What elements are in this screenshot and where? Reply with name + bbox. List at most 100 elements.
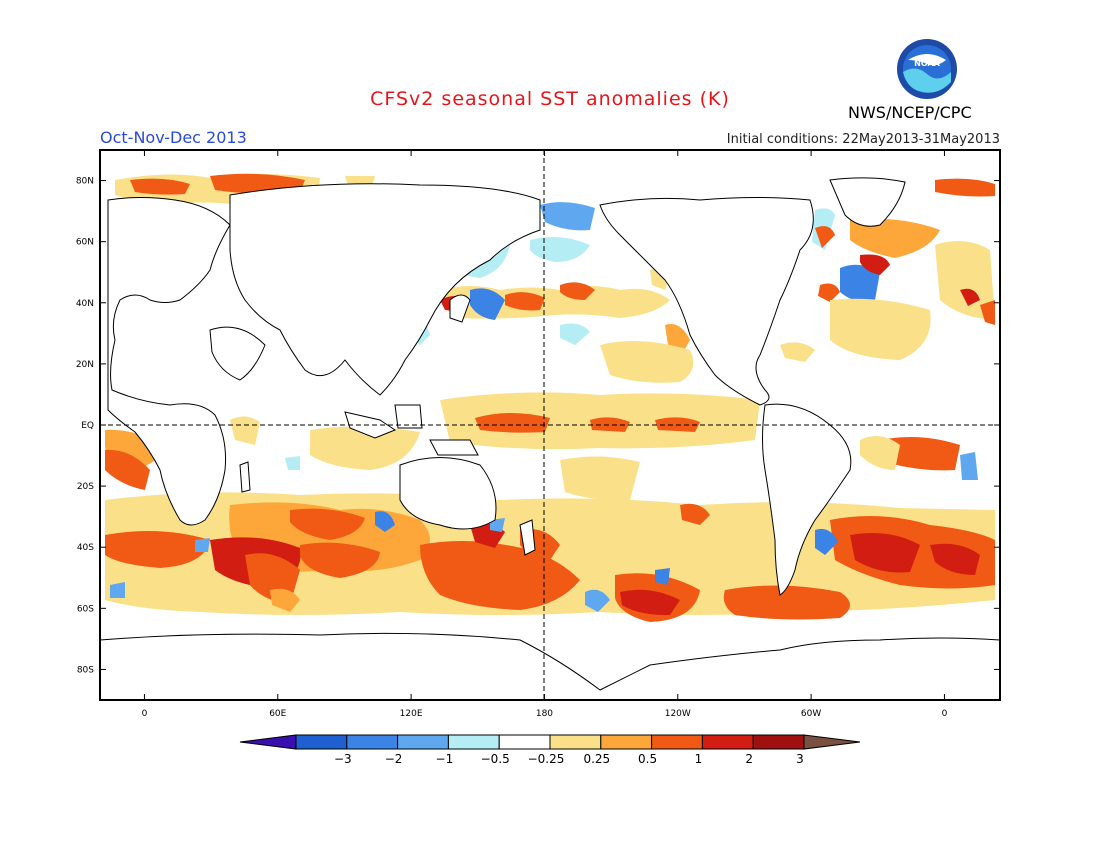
anomaly-patch (815, 226, 835, 248)
colorbar-box (600, 734, 653, 750)
anomaly-patch (723, 585, 850, 620)
coastlines (100, 177, 1000, 700)
colorbar-label: −1 (436, 752, 454, 766)
continent-asia (229, 183, 541, 396)
colorbar-box (498, 734, 551, 750)
anomaly-patch (860, 436, 900, 470)
madagascar (239, 461, 251, 493)
lon-tick-label: 120W (665, 709, 691, 719)
arabia (209, 326, 266, 381)
lat-tick-label: 20S (77, 482, 94, 492)
anomaly-patch (300, 542, 380, 578)
lon-tick-label: 180 (536, 709, 553, 719)
anomaly-patch (840, 264, 880, 302)
agency-label: NWS/NCEP/CPC (848, 103, 972, 122)
colorbar-box (651, 734, 703, 750)
anomaly-patch (285, 456, 300, 470)
colorbar-label: 1 (695, 752, 703, 766)
initial-conditions-label: Initial conditions: 22May2013-31May2013 (726, 132, 1000, 147)
anomaly-patch (818, 283, 840, 302)
colorbar-label: 0.5 (638, 752, 657, 766)
lon-tick-label: 0 (142, 709, 148, 719)
lon-tick-label: 0 (942, 709, 948, 719)
anomaly-patch (585, 589, 610, 612)
anomaly-patch (935, 178, 995, 197)
lat-tick-label: 80N (76, 177, 94, 187)
anomaly-patch (655, 568, 670, 585)
anomaly-patch (540, 202, 595, 231)
colorbar-box (295, 734, 348, 750)
colorbar-label: −0.5 (481, 752, 510, 766)
lon-tick-label: 120E (400, 709, 423, 719)
colorbar-box (701, 734, 754, 750)
continent-south-america (762, 403, 852, 596)
lon-tick-label: 60E (269, 709, 286, 719)
colorbar-label: 0.25 (583, 752, 610, 766)
japan (449, 294, 471, 323)
anomaly-patch (230, 416, 260, 445)
anomaly-patch (960, 452, 978, 480)
logo-text: NOAA (914, 59, 940, 68)
anomaly-patch (930, 543, 980, 575)
anomaly-patch (375, 511, 395, 532)
new-zealand (519, 519, 536, 556)
anomaly-patch (505, 292, 545, 311)
anomaly-patch (560, 282, 595, 300)
new-guinea (429, 439, 479, 456)
borneo (394, 404, 423, 429)
lat-tick-label: 60N (76, 238, 94, 248)
anomaly-patch (850, 532, 920, 573)
anomaly-patch (290, 508, 365, 540)
lat-tick-label: 40S (77, 543, 94, 553)
anomaly-patch (880, 436, 960, 471)
anomaly-patch (560, 323, 590, 345)
lat-tick-label: 20N (76, 360, 94, 370)
greenland (829, 177, 906, 227)
anomaly-patch (830, 298, 931, 360)
lat-tick-label: 40N (76, 299, 94, 309)
anomaly-fields (105, 173, 995, 622)
colorbar-low-arrow (239, 734, 297, 750)
colorbar-box (397, 734, 449, 750)
colorbar-label: 2 (745, 752, 753, 766)
lon-tick-label: 60W (801, 709, 821, 719)
noaa-logo: NOAA (897, 39, 957, 99)
colorbar-box (346, 734, 399, 750)
colorbar-box (447, 734, 500, 750)
colorbar-label: 3 (796, 752, 804, 766)
anomaly-patch (850, 218, 940, 258)
continent-north-america (599, 197, 814, 406)
colorbar-box (752, 734, 805, 750)
latitude-axis: 80N 60N 40N 20N EQ 20S 40S 60S 80S (76, 177, 1000, 675)
anomaly-patch (130, 178, 190, 195)
longitude-axis: 0 60E 120E 180 120W 60W 0 (142, 150, 948, 719)
antarctica (100, 632, 1000, 700)
australia (399, 457, 497, 530)
anomaly-patch (530, 236, 590, 262)
continent-africa-europe (107, 197, 231, 526)
colorbar-label: −2 (385, 752, 403, 766)
anomaly-patch (860, 254, 890, 275)
anomaly-patch (780, 342, 815, 362)
anomaly-patch (935, 241, 995, 320)
anomaly-patch (600, 341, 694, 383)
anomaly-patch (105, 449, 150, 490)
colorbar-high-arrow (803, 734, 861, 750)
anomaly-patch (195, 538, 210, 552)
anomaly-patch (590, 417, 630, 432)
anomaly-patch (310, 426, 420, 470)
season-label: Oct-Nov-Dec 2013 (100, 128, 247, 147)
anomaly-patch (680, 503, 710, 525)
anomaly-patch (470, 288, 505, 320)
anomaly-patch (110, 582, 125, 598)
anomaly-patch (960, 288, 980, 306)
anomaly-patch (270, 588, 300, 612)
anomaly-patch (620, 589, 680, 616)
anomaly-patch (560, 456, 640, 501)
lat-tick-label: 60S (77, 604, 94, 614)
anomaly-patch (475, 413, 550, 433)
lat-tick-label: 80S (77, 665, 94, 675)
anomaly-patch (490, 518, 505, 532)
